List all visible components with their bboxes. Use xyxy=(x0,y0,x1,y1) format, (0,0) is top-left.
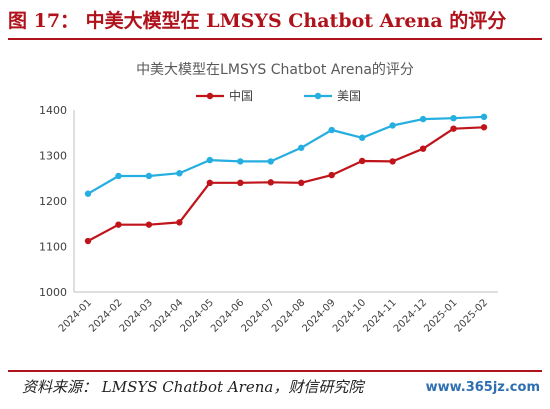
x-tick-label: 2025-02 xyxy=(453,297,490,334)
data-point xyxy=(84,237,92,245)
watermark: www.365jz.com xyxy=(425,380,540,395)
data-point xyxy=(389,122,396,129)
data-point xyxy=(267,158,274,165)
x-tick-labels: 2024-012024-022024-032024-042024-052024-… xyxy=(57,297,490,334)
figure-title: 图 17： 中美大模型在 LMSYS Chatbot Arena 的评分 xyxy=(8,10,507,32)
data-point xyxy=(115,221,122,228)
y-tick-labels: 1000 1100 1200 1300 1400 xyxy=(39,104,67,299)
data-point xyxy=(176,219,183,226)
data-point xyxy=(328,171,335,179)
legend-marker xyxy=(314,92,322,100)
data-point xyxy=(358,157,366,165)
data-point xyxy=(115,172,122,180)
y-tick-label: 1100 xyxy=(39,241,67,254)
series-line xyxy=(87,115,485,195)
legend: 中国 美国 xyxy=(196,88,361,103)
data-point xyxy=(267,179,274,186)
top-rule xyxy=(8,38,542,40)
data-point xyxy=(419,145,427,152)
legend-label: 美国 xyxy=(337,89,361,103)
data-point xyxy=(237,179,244,186)
data-point xyxy=(450,114,457,122)
series-layer xyxy=(84,113,488,245)
data-point xyxy=(145,221,153,228)
data-point xyxy=(298,179,305,186)
data-point xyxy=(480,124,488,131)
data-point xyxy=(450,125,457,132)
series-line xyxy=(87,126,485,242)
bottom-rule xyxy=(8,370,542,372)
data-point xyxy=(84,190,92,197)
data-point xyxy=(176,170,183,177)
y-tick-label: 1200 xyxy=(39,195,67,208)
y-tick-label: 1000 xyxy=(39,286,67,299)
data-point xyxy=(145,172,153,180)
y-tick-label: 1400 xyxy=(39,104,67,117)
source-note: 资料来源： LMSYS Chatbot Arena，财信研究院 xyxy=(22,378,364,396)
data-point xyxy=(480,113,488,121)
legend-marker xyxy=(206,92,214,100)
data-point xyxy=(298,144,305,151)
data-point xyxy=(206,179,214,186)
data-point xyxy=(419,115,427,123)
chart-title: 中美大模型在LMSYS Chatbot Arena的评分 xyxy=(136,62,414,78)
data-point xyxy=(358,134,366,141)
data-point xyxy=(237,158,244,165)
legend-label: 中国 xyxy=(229,88,253,103)
data-point xyxy=(328,126,335,134)
data-point xyxy=(389,158,396,165)
data-point xyxy=(206,156,214,164)
chart: 中美大模型在LMSYS Chatbot Arena的评分 中国 美国 1000 11… xyxy=(39,62,498,335)
y-tick-label: 1300 xyxy=(39,150,67,163)
